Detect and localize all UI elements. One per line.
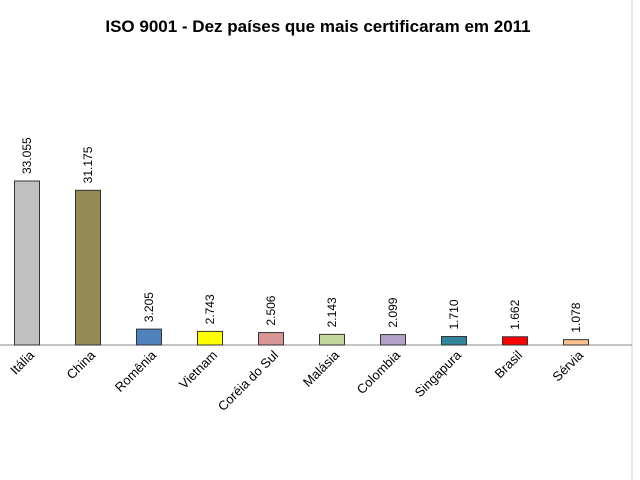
value-label: 1.078 [569,302,583,332]
bar [380,334,406,346]
value-label: 33.055 [20,137,34,174]
bar [75,189,101,346]
chart-title: ISO 9001 - Dez países que mais certifica… [105,17,530,36]
value-label: 2.743 [203,294,217,324]
value-label: 31.175 [81,146,95,183]
value-label: 2.143 [325,297,339,327]
bar [502,336,528,346]
bar [441,336,467,346]
bar [563,339,589,346]
value-label: 1.662 [508,299,522,329]
value-label: 2.099 [386,297,400,327]
bar [14,180,40,346]
bar [258,332,284,346]
bar [319,333,345,346]
value-label: 3.205 [142,292,156,322]
bar [136,328,162,346]
value-label: 2.506 [264,295,278,325]
bar [197,330,223,346]
value-label: 1.710 [447,299,461,329]
